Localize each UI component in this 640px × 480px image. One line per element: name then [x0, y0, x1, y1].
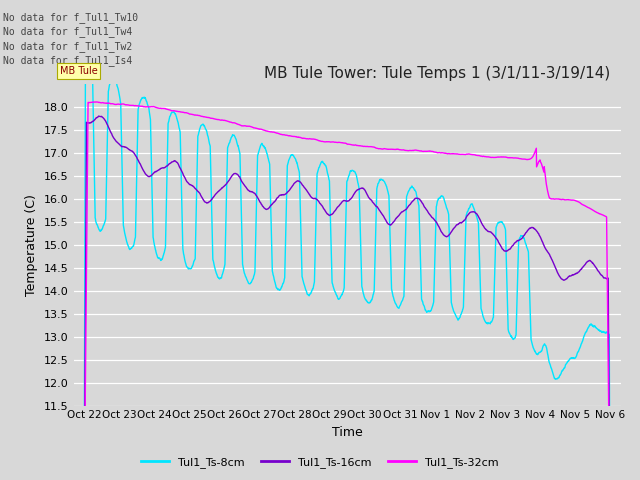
Text: No data for f_Tul1_Tw10: No data for f_Tul1_Tw10 [3, 12, 138, 23]
Text: MB Tule Tower: Tule Temps 1 (3/1/11-3/19/14): MB Tule Tower: Tule Temps 1 (3/1/11-3/19… [264, 66, 610, 82]
Text: No data for f_Tul1_Tw2: No data for f_Tul1_Tw2 [3, 41, 132, 52]
X-axis label: Time: Time [332, 426, 363, 439]
Text: MB Tule: MB Tule [60, 66, 97, 76]
Text: No data for f_Tul1_Is4: No data for f_Tul1_Is4 [3, 55, 132, 66]
Text: No data for f_Tul1_Tw4: No data for f_Tul1_Tw4 [3, 26, 132, 37]
Y-axis label: Temperature (C): Temperature (C) [26, 194, 38, 296]
Legend: Tul1_Ts-8cm, Tul1_Ts-16cm, Tul1_Ts-32cm: Tul1_Ts-8cm, Tul1_Ts-16cm, Tul1_Ts-32cm [137, 452, 503, 472]
